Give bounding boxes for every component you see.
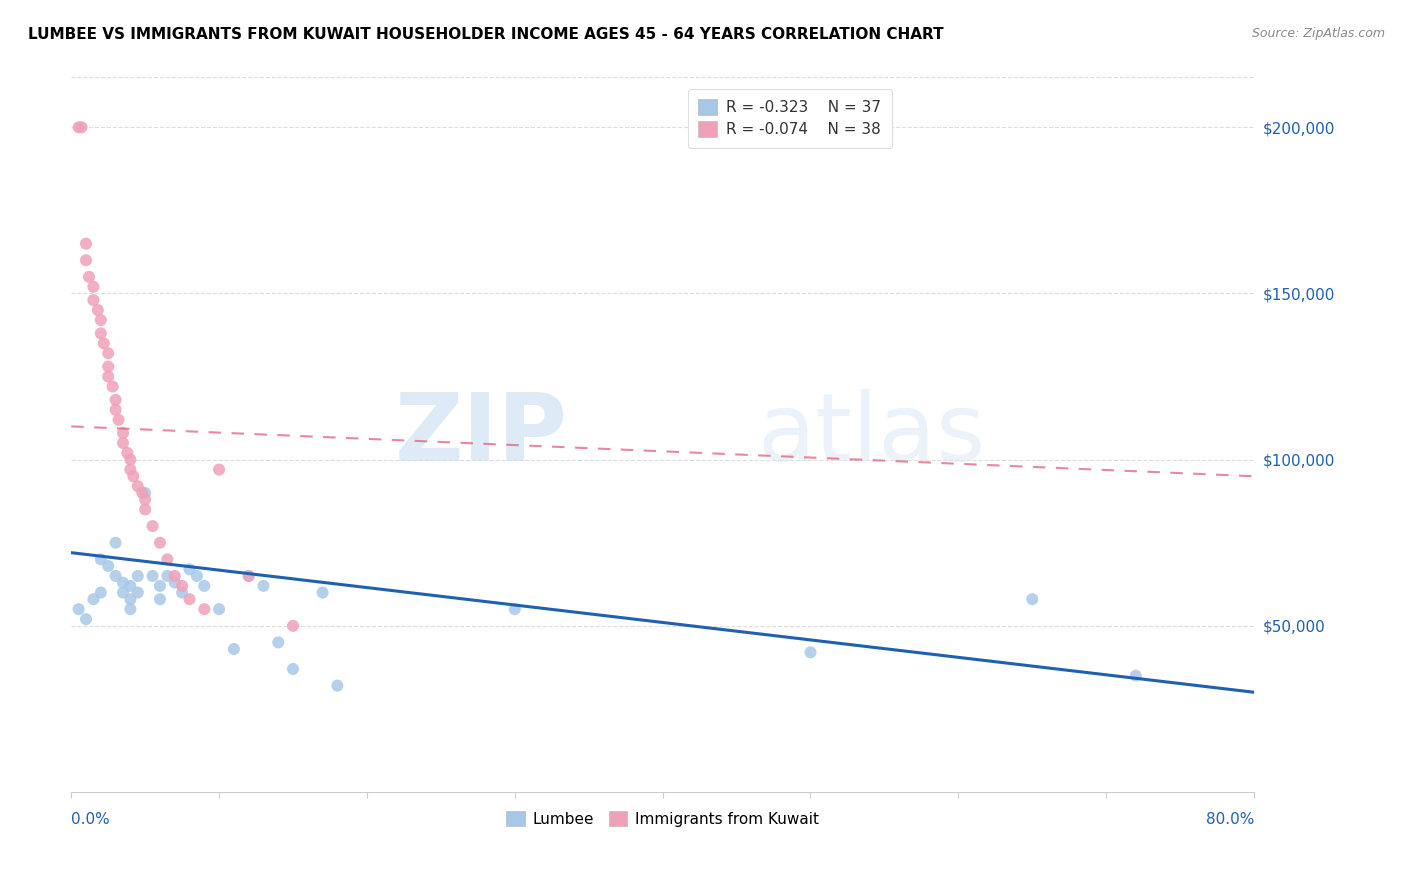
Point [111,436,134,450]
Point [117,446,139,460]
Point [104,392,127,407]
Point [238,569,260,583]
Point [67,120,90,135]
Point [267,635,290,649]
Point [104,535,127,549]
Point [111,575,134,590]
Point [93,336,115,351]
Point [281,662,304,676]
Point [252,579,274,593]
Point [120,579,142,593]
Point [208,462,231,476]
Point [503,602,526,616]
Point [134,502,156,516]
Point [111,585,134,599]
Point [127,479,149,493]
Point [142,519,165,533]
Text: atlas: atlas [758,389,986,481]
Point [87,303,110,318]
Point [75,612,97,626]
Point [193,579,215,593]
Text: ZIP: ZIP [395,389,568,481]
Point [179,562,201,576]
Point [142,569,165,583]
Point [134,486,156,500]
Point [179,592,201,607]
Point [90,326,112,341]
Point [77,269,100,284]
Point [799,645,821,659]
Point [326,679,349,693]
Point [101,379,124,393]
Point [75,236,97,251]
Point [172,585,194,599]
Point [120,602,142,616]
Point [149,592,172,607]
Point [120,592,142,607]
Point [104,402,127,417]
Point [75,253,97,268]
Point [208,602,231,616]
Point [163,575,186,590]
Point [70,120,93,135]
Point [172,579,194,593]
Point [156,552,179,566]
Text: LUMBEE VS IMMIGRANTS FROM KUWAIT HOUSEHOLDER INCOME AGES 45 - 64 YEARS CORRELATI: LUMBEE VS IMMIGRANTS FROM KUWAIT HOUSEHO… [28,27,943,42]
Point [186,569,208,583]
Point [97,359,120,374]
Point [1021,592,1043,607]
Point [97,346,120,360]
Text: 80.0%: 80.0% [1206,812,1254,827]
Point [134,492,156,507]
Point [82,293,104,307]
Point [222,642,245,657]
Point [90,585,112,599]
Text: Source: ZipAtlas.com: Source: ZipAtlas.com [1251,27,1385,40]
Point [90,552,112,566]
Point [311,585,333,599]
Point [131,486,153,500]
Point [238,569,260,583]
Point [120,462,142,476]
Point [156,569,179,583]
Point [163,569,186,583]
Legend: Lumbee, Immigrants from Kuwait: Lumbee, Immigrants from Kuwait [499,803,827,834]
Point [120,452,142,467]
Point [193,602,215,616]
Point [122,469,145,483]
Point [149,535,172,549]
Point [1125,668,1147,682]
Point [67,602,90,616]
Point [97,558,120,573]
Point [97,369,120,384]
Point [127,585,149,599]
Text: 0.0%: 0.0% [72,812,110,827]
Point [111,425,134,440]
Point [104,569,127,583]
Point [127,569,149,583]
Point [107,413,129,427]
Point [281,619,304,633]
Point [82,280,104,294]
Point [82,592,104,607]
Point [90,313,112,327]
Point [149,579,172,593]
